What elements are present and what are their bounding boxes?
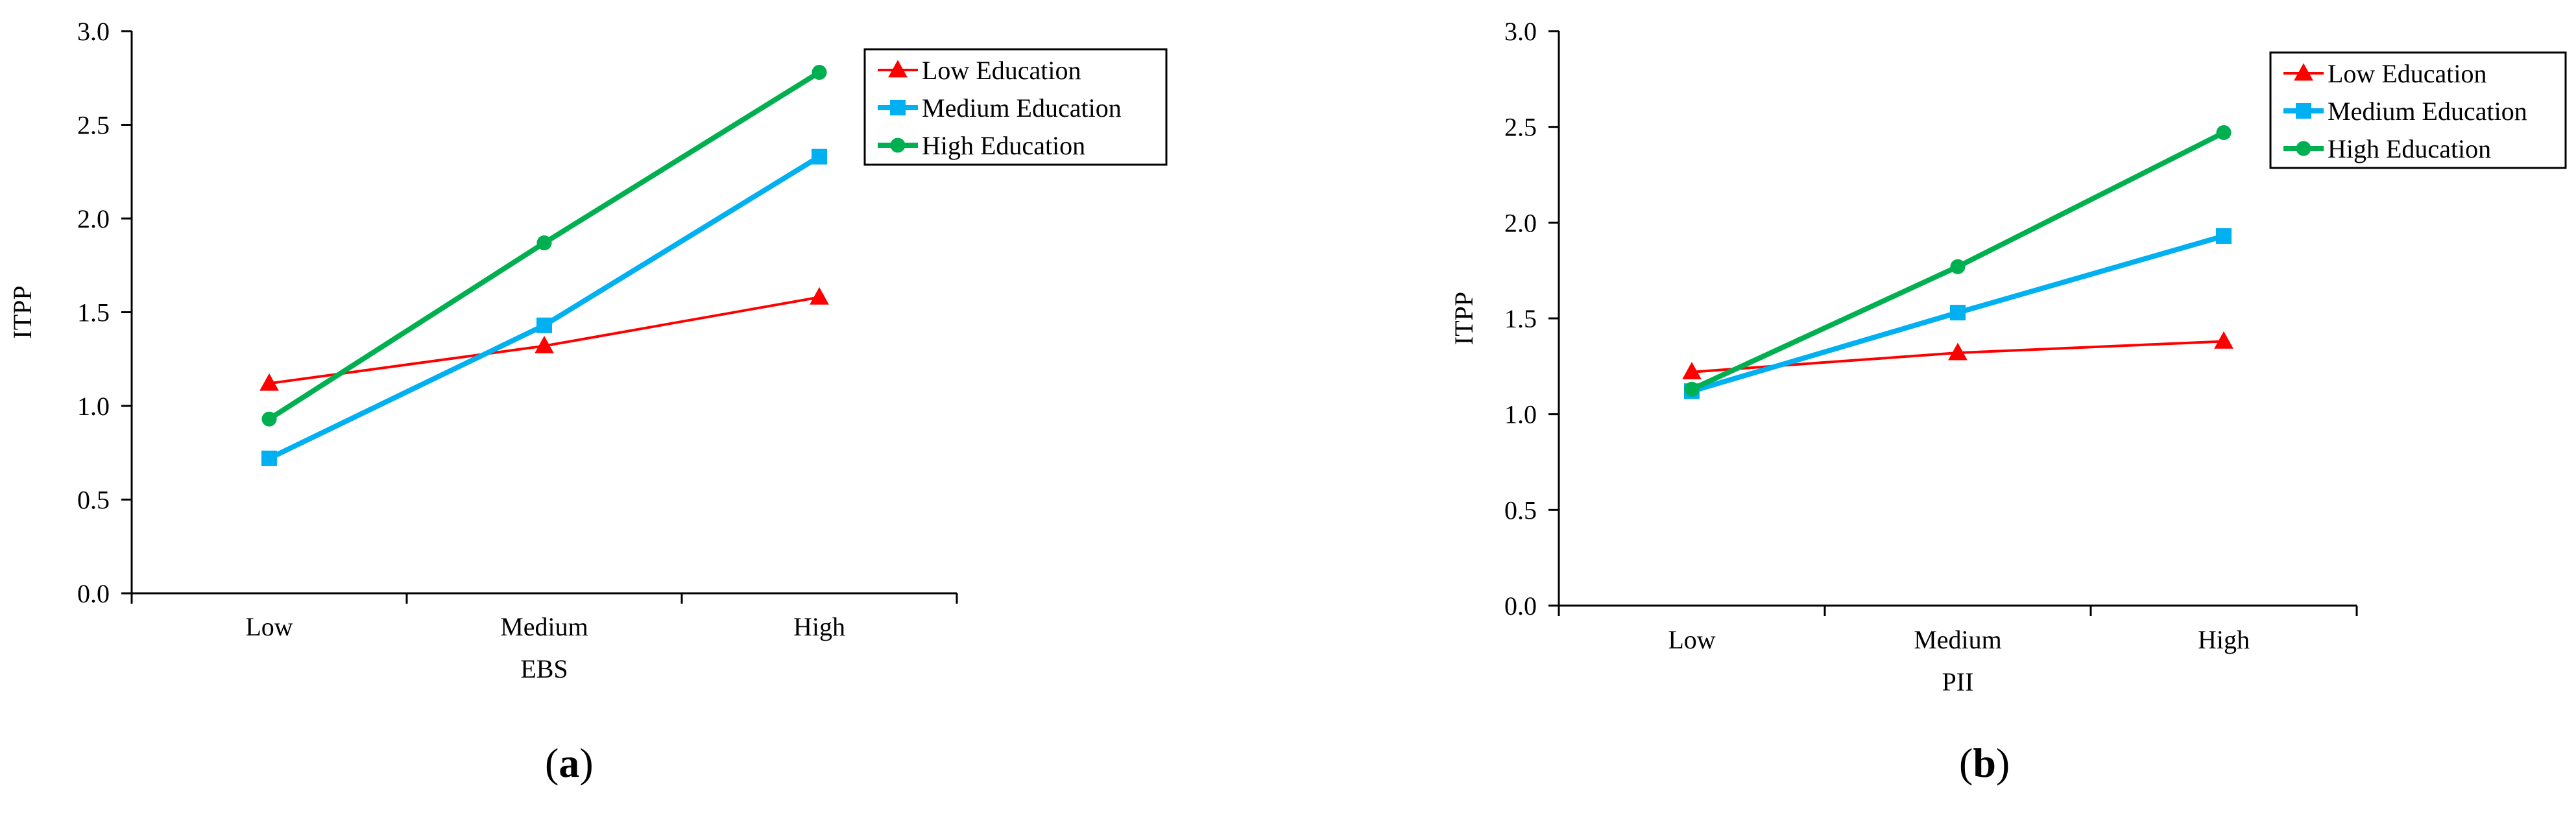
y-axis-label-a: ITPP	[8, 285, 37, 338]
x-tick-label-b-2: High	[2198, 625, 2250, 654]
data-point-b-2-1	[1950, 259, 1966, 274]
data-point-b-2-0	[1684, 381, 1700, 397]
caption-b-letter: b	[1973, 740, 1996, 786]
caption-a: (a)	[545, 740, 594, 786]
y-tick-label-a-2: 1.0	[77, 392, 110, 421]
y-axis-label-b: ITPP	[1449, 292, 1478, 345]
chart-panel-a: 0.0 0.5 1.0 1.5 2.0 2.5 3.0 Low Medium High EBS ITP…	[0, 0, 1291, 814]
x-tick-label-a-0: Low	[245, 612, 293, 641]
x-axis-label-a: EBS	[520, 654, 568, 683]
legend-marker-b-2	[2296, 141, 2311, 156]
y-tick-label-a-1: 0.5	[77, 486, 110, 515]
data-point-a-1-2	[812, 148, 827, 165]
data-point-b-0-1	[1948, 342, 1968, 361]
legend-label-b-2: High Education	[2328, 134, 2491, 163]
data-point-b-1-1	[1950, 305, 1966, 321]
y-tick-label-b-3: 1.5	[1504, 304, 1537, 333]
legend-marker-a-2	[890, 137, 906, 153]
legend-label-b-0: Low Education	[2328, 59, 2487, 88]
legend-marker-a-1	[890, 100, 906, 115]
caption-a-letter: a	[559, 740, 580, 786]
y-tick-label-b-1: 0.5	[1504, 495, 1537, 525]
data-point-a-1-0	[261, 450, 277, 466]
series-line-a-1	[268, 154, 821, 461]
y-tick-label-a-6: 3.0	[77, 17, 110, 46]
y-tick-label-b-0: 0.0	[1504, 591, 1537, 621]
data-point-a-2-1	[536, 235, 552, 251]
x-tick-label-a-1: Medium	[500, 612, 588, 641]
chart-b-svg: 0.0 0.5 1.0 1.5 2.0 2.5 3.0 Low Medium High PII ITP…	[1449, 17, 2567, 696]
legend-label-a-0: Low Education	[922, 56, 1081, 85]
data-point-a-1-1	[536, 317, 552, 333]
legend-marker-a-0	[888, 60, 908, 78]
x-axis-label-b: PII	[1942, 667, 1974, 696]
y-tick-label-b-5: 2.5	[1504, 113, 1537, 142]
legend-label-a-1: Medium Education	[922, 93, 1122, 123]
data-point-a-0-0	[259, 373, 279, 391]
caption-b: (b)	[1959, 740, 2010, 786]
data-point-b-0-0	[1682, 362, 1702, 380]
data-point-a-2-2	[812, 65, 827, 80]
legend-marker-b-1	[2296, 103, 2311, 119]
y-tick-label-a-4: 2.0	[77, 204, 110, 233]
y-tick-label-b-6: 3.0	[1504, 17, 1537, 46]
data-point-b-2-2	[2216, 125, 2232, 141]
y-tick-label-a-0: 0.0	[77, 579, 110, 608]
y-tick-label-a-3: 1.5	[77, 298, 110, 327]
y-tick-label-a-5: 2.5	[77, 111, 110, 140]
y-tick-label-b-2: 1.0	[1504, 400, 1537, 429]
legend-label-b-1: Medium Education	[2328, 97, 2527, 126]
data-point-a-0-1	[535, 335, 554, 353]
data-point-b-0-2	[2214, 331, 2233, 349]
legend-marker-b-0	[2294, 63, 2313, 81]
x-tick-label-b-1: Medium	[1914, 625, 2002, 654]
chart-panel-b: 0.0 0.5 1.0 1.5 2.0 2.5 3.0 Low Medium High PII ITP…	[1291, 0, 2576, 814]
legend-label-a-2: High Education	[922, 131, 1085, 160]
y-tick-label-b-4: 2.0	[1504, 208, 1537, 237]
data-point-b-1-2	[2216, 228, 2232, 244]
x-tick-label-a-2: High	[793, 612, 845, 641]
chart-a-svg: 0.0 0.5 1.0 1.5 2.0 2.5 3.0 Low Medium High EBS ITP…	[8, 17, 1168, 683]
data-point-a-0-2	[810, 287, 829, 305]
x-tick-label-b-0: Low	[1668, 625, 1715, 654]
data-point-a-2-0	[261, 411, 277, 427]
